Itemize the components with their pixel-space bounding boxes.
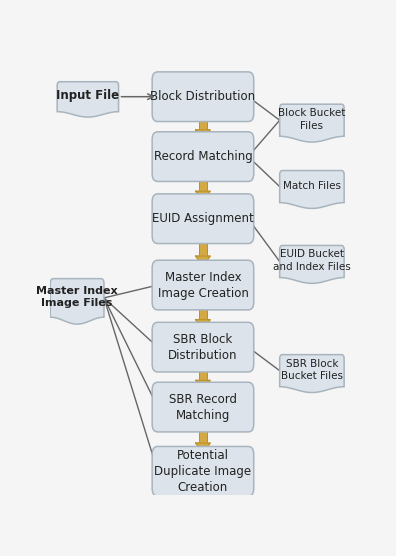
FancyBboxPatch shape	[152, 446, 254, 496]
PathPatch shape	[57, 82, 118, 117]
Text: EUID Bucket
and Index Files: EUID Bucket and Index Files	[273, 250, 351, 272]
Text: Potential
Duplicate Image
Creation: Potential Duplicate Image Creation	[154, 449, 251, 494]
FancyBboxPatch shape	[199, 176, 207, 191]
FancyBboxPatch shape	[152, 72, 254, 122]
Polygon shape	[196, 130, 210, 137]
FancyBboxPatch shape	[199, 426, 207, 443]
Text: Master Index
Image Files: Master Index Image Files	[36, 286, 118, 308]
FancyBboxPatch shape	[152, 382, 254, 432]
Polygon shape	[196, 256, 210, 266]
FancyBboxPatch shape	[152, 260, 254, 310]
FancyBboxPatch shape	[199, 238, 207, 256]
Text: EUID Assignment: EUID Assignment	[152, 212, 254, 225]
Polygon shape	[196, 191, 210, 200]
FancyBboxPatch shape	[152, 194, 254, 244]
Text: Record Matching: Record Matching	[154, 150, 252, 163]
FancyBboxPatch shape	[199, 116, 207, 130]
Polygon shape	[196, 380, 210, 388]
PathPatch shape	[280, 355, 344, 393]
Text: SBR Block
Bucket Files: SBR Block Bucket Files	[281, 359, 343, 381]
FancyBboxPatch shape	[152, 322, 254, 372]
Text: Input File: Input File	[56, 90, 120, 102]
PathPatch shape	[280, 171, 344, 208]
FancyBboxPatch shape	[152, 132, 254, 181]
Text: Match Files: Match Files	[283, 181, 341, 191]
Text: Master Index
Image Creation: Master Index Image Creation	[158, 271, 248, 300]
Text: SBR Block
Distribution: SBR Block Distribution	[168, 332, 238, 361]
Text: SBR Record
Matching: SBR Record Matching	[169, 393, 237, 421]
FancyBboxPatch shape	[199, 366, 207, 380]
Polygon shape	[196, 443, 210, 452]
Polygon shape	[196, 320, 210, 328]
PathPatch shape	[50, 279, 104, 324]
Text: Block Bucket
Files: Block Bucket Files	[278, 108, 346, 131]
Text: Block Distribution: Block Distribution	[150, 90, 255, 103]
PathPatch shape	[280, 245, 344, 284]
FancyBboxPatch shape	[199, 304, 207, 320]
PathPatch shape	[280, 104, 344, 142]
